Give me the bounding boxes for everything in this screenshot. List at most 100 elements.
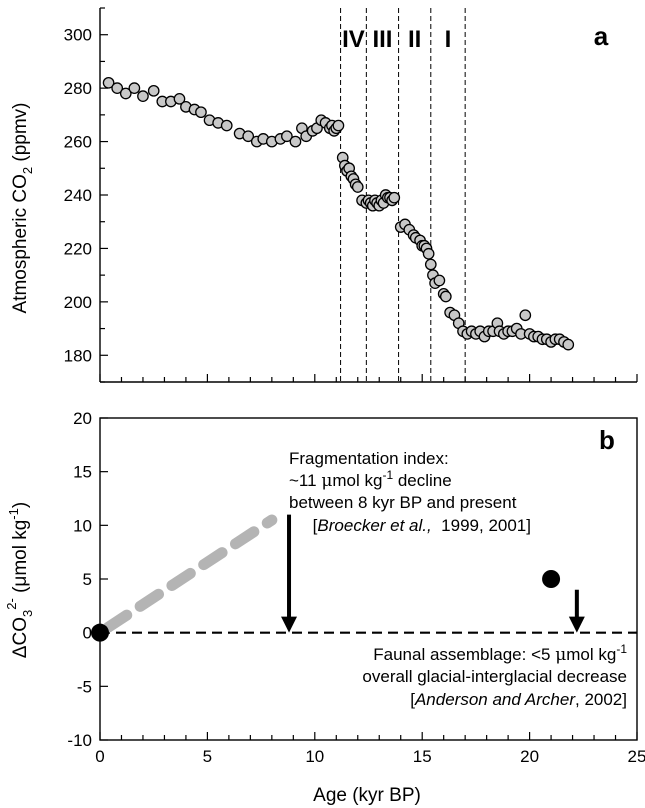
panel-b-ylabel-sup: 2- <box>4 598 19 610</box>
faunal-annotation: Faunal assemblage: <5 μmol kg-1 overall … <box>362 642 627 709</box>
faunal-line-1-sup: -1 <box>616 642 627 656</box>
panel-b-y-tick-label: 0 <box>83 624 92 643</box>
panel-b-ylabel-units-sup: -1 <box>6 508 21 520</box>
co2-point <box>242 130 255 143</box>
panel-b-y-axis-title: ΔCO32- (μmol kg-1) <box>4 502 35 658</box>
faunal-line-1: Faunal assemblage: <5 μmol kg-1 <box>373 642 627 665</box>
co2-point <box>137 90 149 103</box>
co2-data-points <box>102 76 575 351</box>
fragmentation-trend-line <box>94 514 278 639</box>
panel-a-letter: a <box>594 21 609 51</box>
panel-b-x-tick-label: 15 <box>413 747 432 766</box>
co2-point <box>119 87 132 100</box>
panel-a-y-tick-label: 220 <box>64 239 92 258</box>
faunal-line-3: [Anderson and Archer, 2002] <box>410 690 627 709</box>
panel-a-y-tick-label: 300 <box>64 26 92 45</box>
panel-a-y-axis-title: Atmospheric CO2 (ppmv) <box>10 102 35 313</box>
fragmentation-line-1: Fragmentation index: <box>289 449 449 468</box>
panel-a-y-ticks: 180 200 220 240 260 280 300 <box>64 7 108 383</box>
co2-point <box>173 92 186 105</box>
panel-a-ylabel-units: (ppmv) <box>10 102 31 166</box>
stage-label-III: III <box>372 26 392 53</box>
faunal-line-2: overall glacial-interglacial decrease <box>362 667 627 686</box>
stage-boundary-lines <box>340 8 466 382</box>
fragmentation-line-4: [Broecker et al., 1999, 2001] <box>313 516 531 535</box>
arrow-head <box>568 616 585 633</box>
arrow-head <box>281 616 298 633</box>
panel-b-arrows <box>281 514 585 633</box>
co2-point <box>433 274 446 287</box>
delta-co3-point <box>91 623 109 642</box>
panel-b-x-tick-label: 10 <box>305 747 324 766</box>
co2-point <box>147 84 160 97</box>
fragmentation-line-3: between 8 kyr BP and present <box>289 493 517 512</box>
panel-b-y-tick-label: 10 <box>73 516 92 535</box>
fragmentation-line-2: ~11 μmol kg-1 decline <box>289 468 452 491</box>
panel-a-ylabel-sub: 2 <box>20 167 35 174</box>
co2-point <box>195 106 207 119</box>
fragmentation-author: Broecker et al., <box>317 516 431 535</box>
panel-a-ylabel-main: Atmospheric CO <box>10 174 31 313</box>
panel-b-points <box>91 570 561 642</box>
panel-a-y-tick-label: 180 <box>64 346 92 365</box>
panel-b-y-tick-label: 20 <box>73 409 92 428</box>
faunal-line-1-mu: μ <box>555 645 566 665</box>
panel-b-x-tick-label: 5 <box>203 747 212 766</box>
fragmentation-years: 1999, 2001] <box>432 516 531 535</box>
panel-b-y-ticks: -10 -5 0 5 10 15 20 <box>67 409 108 750</box>
panel-a-y-tick-label: 200 <box>64 293 92 312</box>
panel-b-ylabel-sub: 3 <box>20 610 35 617</box>
panel-b-x-tick-label: 0 <box>95 747 104 766</box>
panel-b-series <box>94 514 637 639</box>
co2-point <box>220 119 233 132</box>
x-axis-title: Age (kyr BP) <box>313 785 421 806</box>
delta-co3-point <box>542 570 561 588</box>
co2-point <box>388 191 401 204</box>
co2-point <box>111 82 124 94</box>
co2-point <box>519 309 532 322</box>
co2-point <box>439 290 452 303</box>
co2-point <box>424 258 437 271</box>
co2-point <box>102 76 115 89</box>
panel-b-ylabel-main: ΔCO <box>10 617 31 658</box>
fragmentation-annotation: Fragmentation index: ~11 μmol kg-1 decli… <box>289 449 531 535</box>
stage-label-II: II <box>408 26 421 53</box>
stage-label-I: I <box>445 26 452 53</box>
faunal-year: , 2002] <box>575 690 627 709</box>
panel-b-ylabel-units-end: ) <box>10 502 31 508</box>
stage-labels: IV III II I <box>342 26 451 53</box>
panel-b-ylabel-units: (μmol kg <box>10 520 31 599</box>
stage-label-IV: IV <box>342 26 365 53</box>
co2-point <box>332 119 345 132</box>
panel-b-y-tick-label: 5 <box>83 570 92 589</box>
panel-b-x-tick-label: 25 <box>628 747 645 766</box>
panel-b-y-tick-label: -5 <box>77 677 92 696</box>
fragmentation-bracket-open: [ <box>313 516 318 535</box>
co2-point <box>562 338 575 351</box>
panel-a-y-tick-label: 280 <box>64 79 92 98</box>
fragmentation-line-2-prefix: ~11 <box>289 471 321 490</box>
faunal-line-1-mid: mol kg <box>566 645 616 664</box>
fragmentation-line-2-mu: μ <box>321 471 332 491</box>
co2-point <box>281 130 293 143</box>
co2-point <box>422 247 435 260</box>
panel-b-letter: b <box>599 425 615 455</box>
fragmentation-line-2-end: decline <box>393 471 452 490</box>
faunal-author: Anderson and Archer <box>414 690 576 709</box>
panel-b-y-tick-label: -10 <box>67 731 92 750</box>
co2-point <box>289 135 302 148</box>
co2-point <box>128 82 141 94</box>
panel-a-y-tick-label: 260 <box>64 133 92 152</box>
faunal-bracket-open: [ <box>410 690 415 709</box>
fragmentation-line-2-sup: -1 <box>382 468 393 482</box>
panel-b-x-ticks: 0 5 10 15 20 25 <box>95 732 645 766</box>
fragmentation-line-2-mid: mol kg <box>332 471 382 490</box>
panel-b-x-tick-label: 20 <box>520 747 539 766</box>
panel-b: -10 -5 0 5 10 15 20 0 5 10 15 20 25 b Fragmentation… <box>4 409 645 806</box>
panel-a-y-tick-label: 240 <box>64 186 92 205</box>
panel-b-y-tick-label: 15 <box>73 463 92 482</box>
faunal-line-1-prefix: Faunal assemblage: <5 <box>373 645 555 664</box>
co2-point <box>351 181 364 193</box>
